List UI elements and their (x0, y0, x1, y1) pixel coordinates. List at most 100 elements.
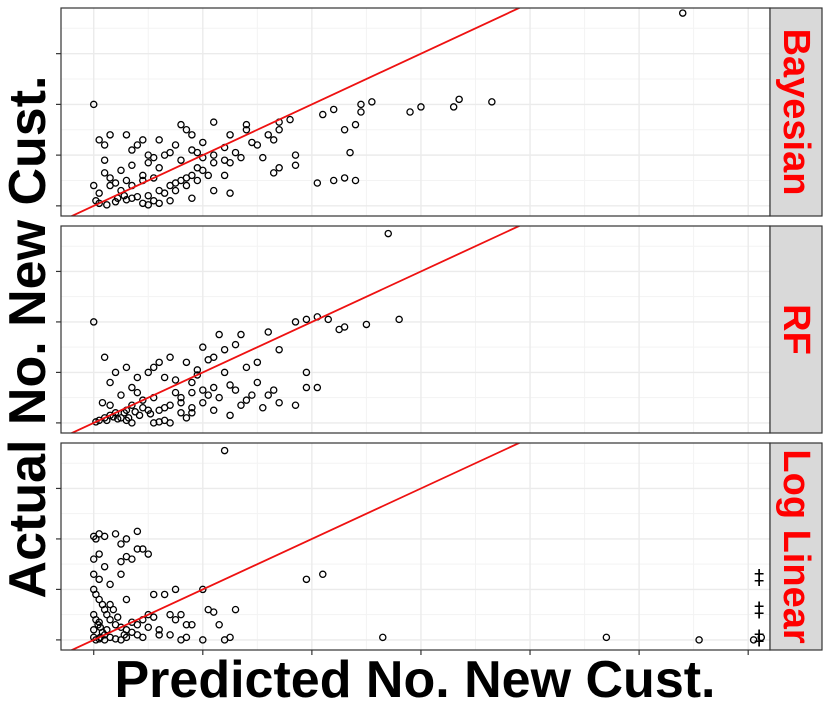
data-point (171, 388, 180, 397)
data-point (177, 398, 185, 407)
data-point (144, 406, 153, 415)
data-point (215, 330, 223, 339)
data-point (160, 373, 169, 382)
data-point (231, 605, 240, 614)
panel-background (61, 8, 770, 216)
data-point (602, 633, 611, 642)
data-point (182, 126, 191, 134)
annotation-mark: ‡ (754, 598, 764, 622)
data-point (188, 131, 196, 139)
data-point (117, 414, 125, 422)
data-point (155, 358, 163, 367)
data-point (204, 356, 213, 364)
data-point (220, 368, 229, 377)
data-point (177, 120, 185, 129)
data-point (275, 345, 283, 354)
data-point (149, 590, 158, 599)
reference-line (69, 443, 522, 650)
data-point (357, 100, 365, 109)
data-point (166, 197, 174, 205)
data-point (117, 557, 125, 566)
data-point (155, 626, 163, 634)
data-point (133, 141, 142, 149)
data-point (133, 388, 142, 397)
data-point (199, 386, 207, 394)
data-point (122, 176, 131, 185)
data-point (139, 136, 147, 144)
data-point (215, 393, 223, 402)
data-point (160, 590, 169, 599)
data-point (226, 381, 234, 389)
data-point (133, 527, 142, 536)
data-point (92, 590, 100, 599)
data-point (215, 621, 223, 629)
data-point (149, 153, 158, 162)
data-point (199, 398, 207, 407)
data-point (171, 141, 180, 149)
data-point (199, 636, 207, 644)
data-point (237, 330, 245, 339)
data-point (98, 398, 107, 407)
data-point (128, 383, 136, 392)
data-point (100, 141, 109, 149)
data-point (177, 610, 185, 619)
data-point (89, 626, 98, 634)
data-point (357, 108, 365, 116)
data-point (95, 199, 103, 208)
strip-label: Bayesian (775, 29, 817, 196)
data-point (351, 120, 360, 129)
data-point (106, 174, 114, 182)
data-point (226, 189, 234, 197)
panel-log-linear: ‡ ‡ ‡ Log Linear (56, 442, 823, 655)
data-point (226, 411, 234, 420)
data-point (242, 396, 251, 404)
data-point (269, 386, 278, 394)
data-point (128, 555, 136, 563)
data-point (237, 401, 245, 409)
data-point (199, 585, 207, 594)
data-point (291, 318, 300, 326)
data-point (319, 110, 327, 119)
data-point (128, 401, 136, 409)
data-point (155, 631, 163, 639)
data-point (166, 610, 174, 619)
data-point (275, 398, 283, 407)
panel-rf: RF (56, 225, 823, 434)
data-point (100, 562, 109, 571)
data-point (182, 621, 191, 629)
data-point (106, 615, 114, 624)
data-point (106, 580, 114, 589)
data-point (182, 358, 191, 367)
data-point (100, 156, 109, 164)
data-point (384, 229, 392, 238)
data-point (155, 136, 163, 144)
data-point (209, 186, 218, 195)
data-point (340, 174, 349, 182)
data-point (149, 174, 158, 182)
data-point (149, 363, 158, 372)
data-point (231, 386, 240, 394)
data-point (188, 378, 196, 387)
data-point (259, 404, 267, 412)
data-point (128, 618, 136, 626)
data-point (177, 409, 185, 417)
data-point (253, 358, 262, 367)
data-point (204, 391, 213, 399)
data-point (188, 194, 196, 202)
data-point (417, 103, 425, 111)
data-point (155, 406, 163, 415)
data-point (209, 608, 218, 616)
x-axis-label: Predicted No. New Cust. (115, 651, 716, 709)
data-point (89, 181, 98, 190)
data-point (128, 194, 136, 202)
data-point (177, 156, 185, 164)
data-point (379, 633, 387, 642)
data-point (199, 138, 207, 147)
data-point (139, 396, 147, 404)
data-point (193, 164, 202, 172)
data-point (149, 613, 158, 621)
data-point (122, 535, 131, 543)
data-point (177, 393, 185, 402)
data-point (160, 189, 169, 197)
